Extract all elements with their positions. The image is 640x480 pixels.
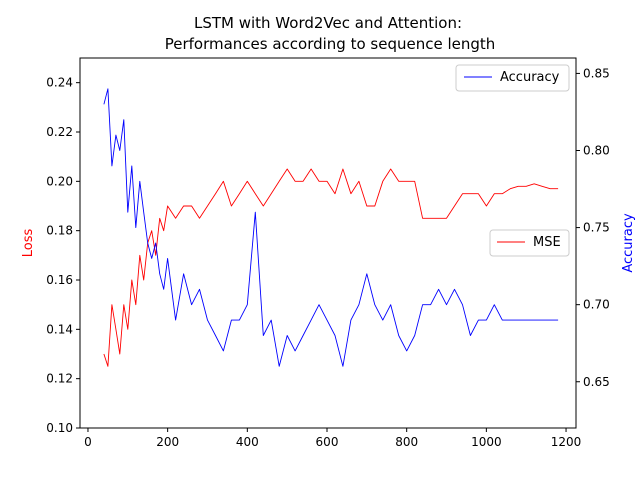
series-layer (103, 88, 559, 367)
legend-accuracy[interactable]: Accuracy (455, 64, 570, 92)
y-left-tick-label: 0.16 (46, 273, 73, 287)
y-right-tick-label: 0.65 (583, 375, 610, 389)
y-right-tick-label: 0.80 (583, 144, 610, 158)
legend-accuracy-box (455, 64, 570, 92)
y-axis-right-label: Accuracy (621, 213, 636, 273)
x-tick-label: 400 (236, 435, 259, 449)
x-tick-label: 800 (395, 435, 418, 449)
y-left-tick-label: 0.18 (46, 224, 73, 238)
legend-mse-label: MSE (533, 235, 561, 250)
series-line-mse (103, 168, 559, 367)
legend-mse[interactable]: MSE (489, 229, 570, 257)
y-right-tick-label: 0.70 (583, 298, 610, 312)
y-axis-left-label: Loss (21, 229, 36, 258)
tick-layer: 0 200 400 600 800 1000 1200 0.10 0.12 0.14 0.16 0.1… (46, 66, 609, 449)
x-tick-label: 0 (84, 435, 92, 449)
plot-frame (79, 57, 577, 429)
x-tick-label: 1200 (551, 435, 582, 449)
y-left-tick-label: 0.22 (46, 125, 73, 139)
y-right-tick-label: 0.75 (583, 221, 610, 235)
y-left-tick-label: 0.12 (46, 372, 73, 386)
y-left-tick-label: 0.14 (46, 322, 73, 336)
x-tick-label: 1000 (471, 435, 502, 449)
y-left-tick-label: 0.10 (46, 421, 73, 435)
series-line-accuracy (103, 88, 559, 367)
y-left-tick-label: 0.24 (46, 76, 73, 90)
chart-subtitle: Performances according to sequence lengt… (165, 35, 496, 53)
legend-accuracy-label: Accuracy (500, 70, 560, 85)
y-right-tick-label: 0.85 (583, 66, 610, 80)
chart-title: LSTM with Word2Vec and Attention: (194, 14, 462, 32)
legend-mse-box (489, 229, 570, 257)
x-tick-label: 200 (156, 435, 179, 449)
y-left-tick-label: 0.20 (46, 174, 73, 188)
x-tick-label: 600 (316, 435, 339, 449)
